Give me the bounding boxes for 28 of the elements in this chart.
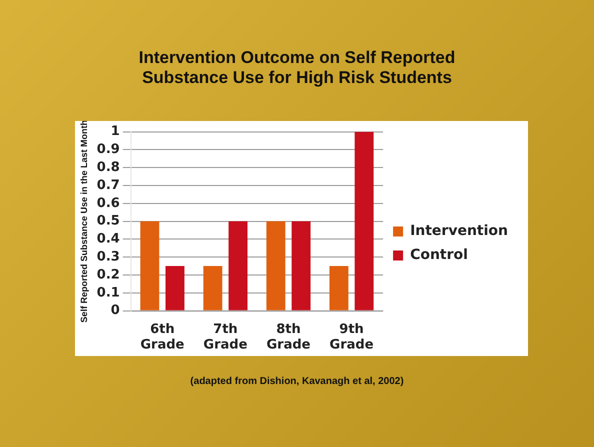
y-tick-label: 1 [110, 124, 120, 140]
legend-label: Control [410, 247, 468, 264]
x-tick-label: 9th Grade [330, 322, 374, 353]
y-tick-label: 0.2 [96, 267, 120, 282]
y-axis-title: Self Reported Substance Use in the Last Month [78, 120, 89, 323]
bar [166, 266, 184, 310]
bar [354, 132, 374, 310]
bar [266, 221, 286, 310]
y-tick-label: 0 [110, 303, 120, 318]
x-tick-label: 8th Grade [266, 322, 311, 353]
x-tick-label: 6th Grade [140, 322, 185, 353]
y-tick-label: 0.6 [96, 196, 120, 211]
bar [329, 266, 348, 310]
bar [292, 221, 311, 310]
text: (adapted from Dishion, Kavanagh et al, 2002) [189, 376, 405, 387]
y-tick-label: 0.4 [96, 232, 120, 247]
y-tick-label: 0.9 [96, 142, 120, 158]
y-tick-label: 0.5 [96, 214, 120, 229]
y-tick-label: 0.7 [96, 178, 120, 193]
y-tick-label: 0.3 [96, 249, 120, 264]
bar [140, 221, 160, 310]
x-tick-label: 7th Grade [203, 322, 248, 353]
y-tick-label: 0.8 [96, 160, 120, 175]
chart-title: Intervention Outcome on Self Reported Substance Use for High Risk Students [138, 48, 456, 88]
bar [203, 266, 222, 310]
bar [228, 221, 248, 310]
legend-label: Intervention [410, 223, 508, 240]
y-tick-label: 0.1 [96, 285, 120, 300]
